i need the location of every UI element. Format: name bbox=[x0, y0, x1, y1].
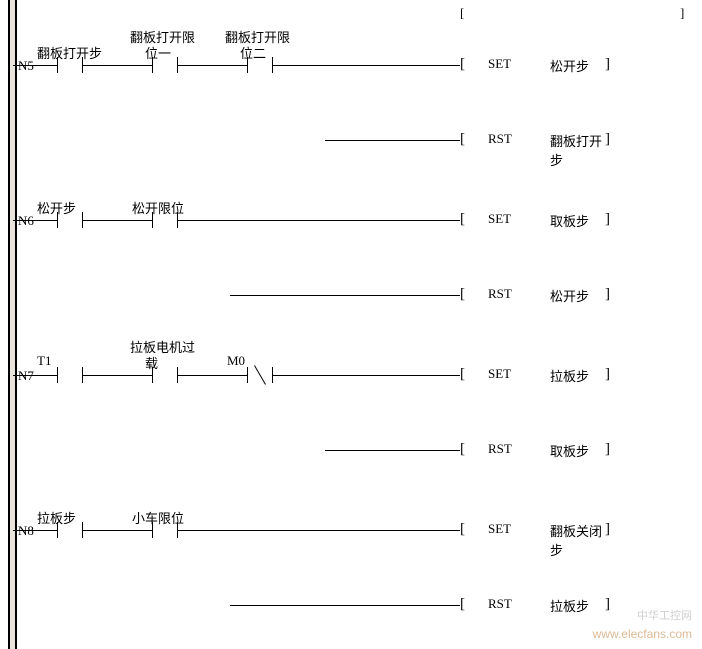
coil-set: [SET取板步] bbox=[460, 211, 610, 231]
contact-label: 拉板电机过 bbox=[130, 337, 195, 356]
coil-set: [SET松开步] bbox=[460, 56, 610, 76]
wire bbox=[95, 375, 140, 376]
wire bbox=[13, 65, 45, 66]
contact-label: 拉板步 bbox=[37, 508, 76, 527]
coil-rst: [RST松开步] bbox=[460, 286, 610, 306]
wire bbox=[13, 530, 45, 531]
rung-number: N7 bbox=[18, 368, 34, 384]
wire bbox=[230, 605, 460, 606]
wire bbox=[190, 65, 235, 66]
rung-number: N8 bbox=[18, 523, 34, 539]
contact-nc bbox=[235, 367, 285, 383]
wire bbox=[13, 220, 45, 221]
contact-label: 位一 bbox=[145, 43, 171, 62]
contact-label: M0 bbox=[227, 353, 245, 369]
wire bbox=[230, 295, 460, 296]
wire bbox=[190, 530, 460, 531]
wire bbox=[95, 530, 140, 531]
wire bbox=[285, 65, 460, 66]
watermark-en: www.elecfans.com bbox=[593, 627, 692, 641]
wire bbox=[95, 220, 140, 221]
coil-set: [SET拉板步] bbox=[460, 366, 610, 386]
contact-label: 小车限位 bbox=[132, 508, 184, 527]
wire bbox=[190, 220, 460, 221]
contact-no bbox=[45, 367, 95, 383]
wire bbox=[190, 375, 235, 376]
coil-rst: [RST拉板步] bbox=[460, 596, 610, 616]
wire bbox=[13, 375, 45, 376]
contact-label: T1 bbox=[37, 353, 51, 369]
contact-label: 松开限位 bbox=[132, 198, 184, 217]
contact-label: 位二 bbox=[240, 43, 266, 62]
contact-label: 翻板打开步 bbox=[37, 43, 102, 62]
coil-set: [SET翻板关闭步] bbox=[460, 521, 610, 541]
wire bbox=[285, 375, 460, 376]
rung-number: N5 bbox=[18, 58, 34, 74]
left-power-rail bbox=[8, 0, 17, 649]
watermark-cn: 中华工控网 bbox=[637, 607, 692, 623]
contact-label: 载 bbox=[145, 353, 158, 372]
wire bbox=[325, 450, 460, 451]
coil-rst: [RST翻板打开步] bbox=[460, 131, 610, 151]
rung-number: N6 bbox=[18, 213, 34, 229]
wire bbox=[95, 65, 140, 66]
coil-rst: [RST取板步] bbox=[460, 441, 610, 461]
contact-label: ] bbox=[680, 5, 684, 21]
contact-label: 松开步 bbox=[37, 198, 76, 217]
wire bbox=[325, 140, 460, 141]
contact-label: [ bbox=[460, 5, 464, 21]
